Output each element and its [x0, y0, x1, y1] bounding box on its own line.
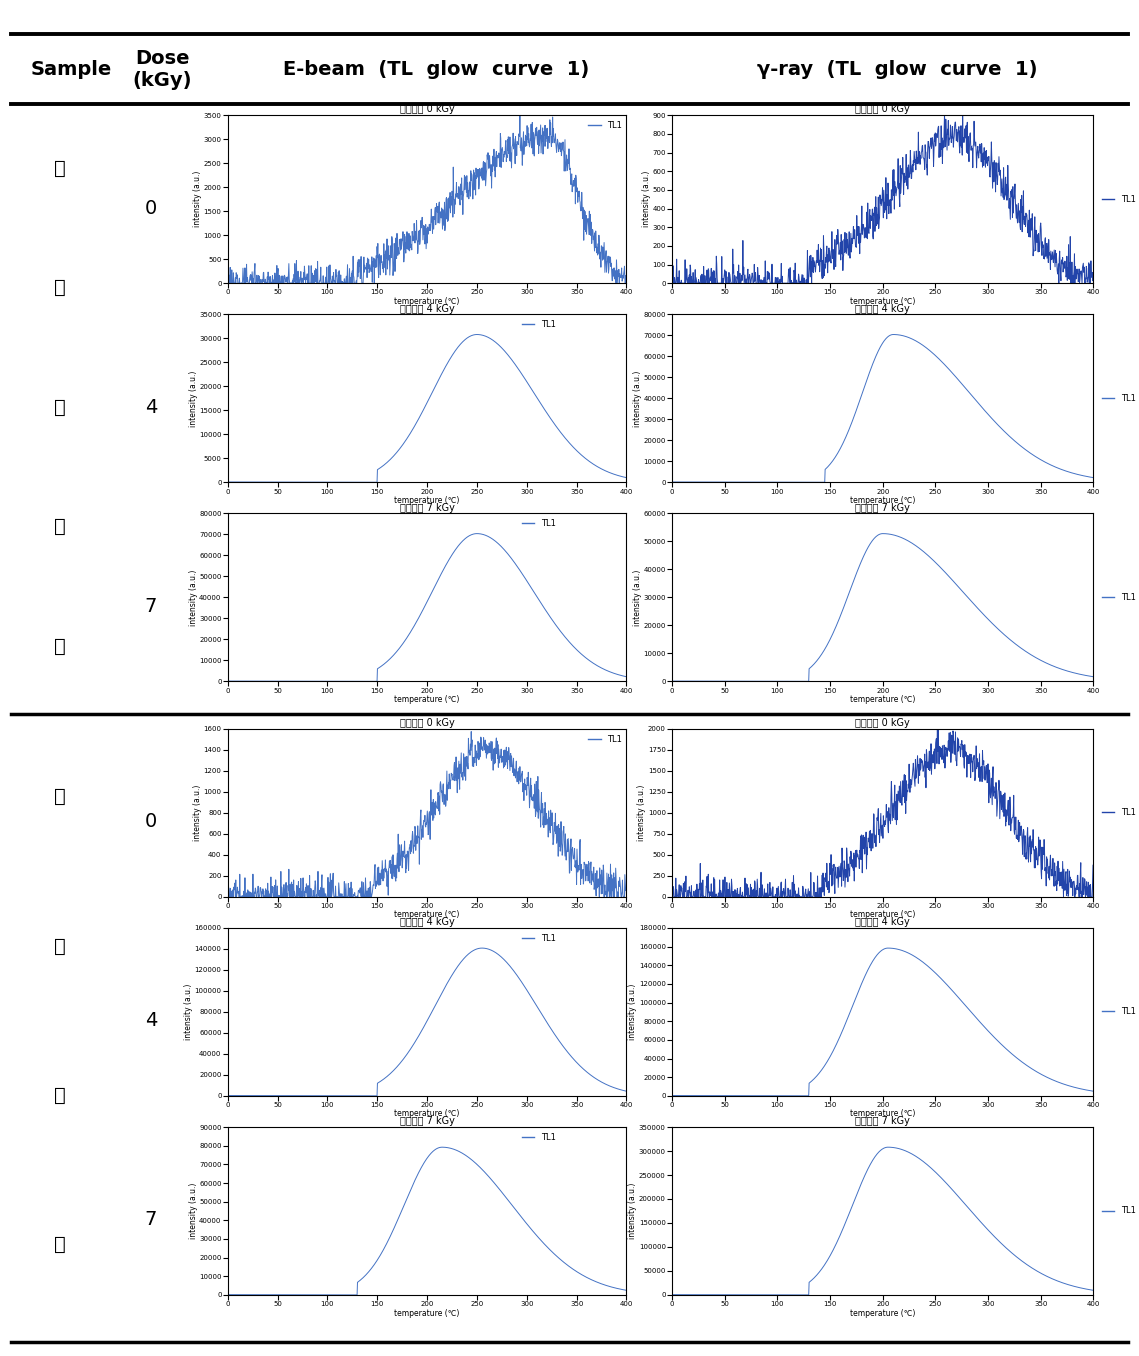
X-axis label: temperature (℃): temperature (℃) [394, 1309, 460, 1318]
Title: 다시마환 7 kGy: 다시마환 7 kGy [400, 1116, 454, 1127]
Y-axis label: intensity (a.u.): intensity (a.u.) [194, 171, 202, 228]
Y-axis label: intensity (a.u.): intensity (a.u.) [189, 370, 198, 427]
Y-axis label: intensity (a.u.): intensity (a.u.) [185, 983, 194, 1040]
Text: 환: 환 [54, 1235, 66, 1254]
Text: 7: 7 [145, 1211, 157, 1230]
Text: Dose
(kGy): Dose (kGy) [132, 49, 192, 89]
Legend: TL1: TL1 [522, 934, 556, 942]
Title: 건청경채 4 kGy: 건청경채 4 kGy [855, 304, 910, 313]
Title: 다시마환 0 kGy: 다시마환 0 kGy [855, 719, 910, 728]
Y-axis label: intensity (a.u.): intensity (a.u.) [189, 570, 198, 625]
Text: γ-ray  (TL  glow  curve  1): γ-ray (TL glow curve 1) [756, 60, 1038, 79]
Text: 경: 경 [54, 517, 66, 536]
Title: 다시마환 0 kGy: 다시마환 0 kGy [400, 719, 454, 728]
Y-axis label: intensity (a.u.): intensity (a.u.) [629, 1182, 638, 1239]
Y-axis label: intensity (a.u.): intensity (a.u.) [642, 171, 650, 228]
Legend: TL1: TL1 [588, 735, 622, 743]
Text: 마: 마 [54, 1086, 66, 1105]
Title: 다시마환 7 kGy: 다시마환 7 kGy [855, 1116, 910, 1127]
Text: 청: 청 [54, 397, 66, 416]
Text: Sample: Sample [31, 60, 112, 79]
X-axis label: temperature (℃): temperature (℃) [850, 910, 916, 919]
X-axis label: temperature (℃): temperature (℃) [394, 297, 460, 306]
Legend: TL1: TL1 [1101, 808, 1136, 818]
Legend: TL1: TL1 [522, 320, 556, 330]
Text: 건: 건 [54, 159, 66, 178]
Title: 다시마환 4 kGy: 다시마환 4 kGy [400, 917, 454, 928]
Title: 건청경채 0 kGy: 건청경채 0 kGy [855, 104, 910, 114]
Y-axis label: intensity (a.u.): intensity (a.u.) [194, 785, 202, 841]
Y-axis label: intensity (a.u.): intensity (a.u.) [638, 785, 646, 841]
Y-axis label: intensity (a.u.): intensity (a.u.) [633, 570, 642, 625]
Legend: TL1: TL1 [588, 121, 622, 130]
Text: 다: 다 [54, 788, 66, 807]
Text: 채: 채 [54, 636, 66, 655]
Text: 7: 7 [145, 597, 157, 616]
Legend: TL1: TL1 [1101, 593, 1136, 602]
Title: 건청경채 0 kGy: 건청경채 0 kGy [400, 104, 454, 114]
X-axis label: temperature (℃): temperature (℃) [394, 696, 460, 704]
Text: 조: 조 [54, 278, 66, 297]
Text: 0: 0 [145, 812, 157, 831]
Text: 시: 시 [54, 937, 66, 956]
Y-axis label: intensity (a.u.): intensity (a.u.) [633, 370, 642, 427]
X-axis label: temperature (℃): temperature (℃) [394, 910, 460, 919]
Legend: TL1: TL1 [522, 1132, 556, 1142]
X-axis label: temperature (℃): temperature (℃) [850, 1109, 916, 1119]
Title: 건청경채 7 kGy: 건청경채 7 kGy [855, 503, 910, 513]
X-axis label: temperature (℃): temperature (℃) [394, 1109, 460, 1119]
Legend: TL1: TL1 [1101, 393, 1136, 403]
Legend: TL1: TL1 [522, 519, 556, 529]
Y-axis label: intensity (a.u.): intensity (a.u.) [629, 983, 638, 1040]
Y-axis label: intensity (a.u.): intensity (a.u.) [189, 1182, 198, 1239]
X-axis label: temperature (℃): temperature (℃) [850, 696, 916, 704]
X-axis label: temperature (℃): temperature (℃) [850, 496, 916, 504]
Text: E-beam  (TL  glow  curve  1): E-beam (TL glow curve 1) [282, 60, 589, 79]
X-axis label: temperature (℃): temperature (℃) [850, 1309, 916, 1318]
Legend: TL1: TL1 [1101, 195, 1136, 203]
X-axis label: temperature (℃): temperature (℃) [850, 297, 916, 306]
Text: 4: 4 [145, 1012, 157, 1031]
Legend: TL1: TL1 [1101, 1008, 1136, 1017]
Legend: TL1: TL1 [1101, 1207, 1136, 1215]
Text: 0: 0 [145, 198, 157, 217]
Title: 건청경채 4 kGy: 건청경채 4 kGy [400, 304, 454, 313]
Title: 건청경채 7 kGy: 건청경채 7 kGy [400, 503, 454, 513]
X-axis label: temperature (℃): temperature (℃) [394, 496, 460, 504]
Title: 다시마환 4 kGy: 다시마환 4 kGy [855, 917, 910, 928]
Text: 4: 4 [145, 397, 157, 416]
